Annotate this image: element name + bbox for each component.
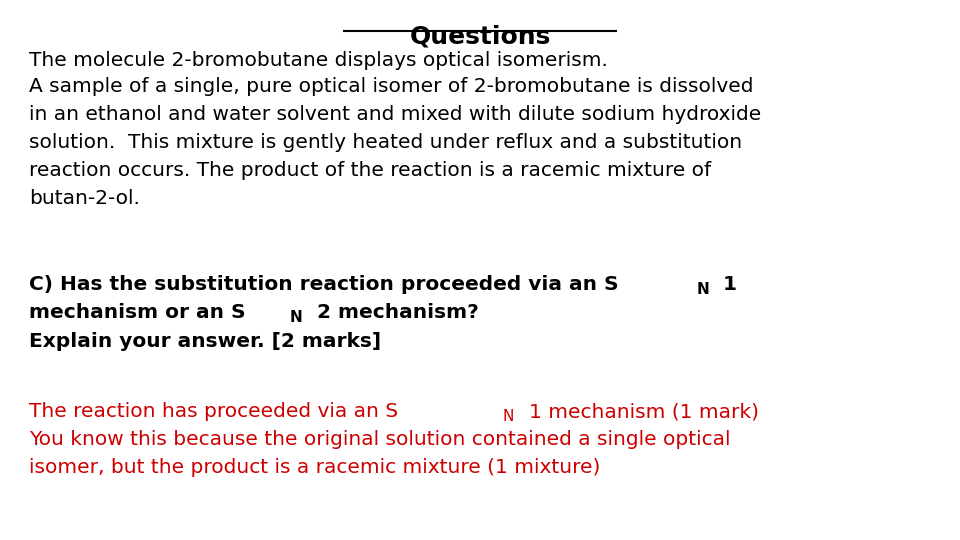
Text: N: N [290,310,302,326]
Text: 1 mechanism (1 mark): 1 mechanism (1 mark) [529,402,759,421]
Text: N: N [502,409,514,424]
Text: The molecule 2-bromobutane displays optical isomerism.: The molecule 2-bromobutane displays opti… [29,51,608,70]
Text: Questions: Questions [409,24,551,48]
Text: in an ethanol and water solvent and mixed with dilute sodium hydroxide: in an ethanol and water solvent and mixe… [29,105,761,124]
Text: You know this because the original solution contained a single optical: You know this because the original solut… [29,430,731,449]
Text: N: N [697,282,709,298]
Text: C) Has the substitution reaction proceeded via an S: C) Has the substitution reaction proceed… [29,275,618,294]
Text: Explain your answer. [2 marks]: Explain your answer. [2 marks] [29,332,381,350]
Text: isomer, but the product is a racemic mixture (1 mixture): isomer, but the product is a racemic mix… [29,458,600,477]
Text: The reaction has proceeded via an S: The reaction has proceeded via an S [29,402,398,421]
Text: 1: 1 [723,275,737,294]
Text: butan-2-ol.: butan-2-ol. [29,189,139,208]
Text: 2 mechanism?: 2 mechanism? [317,303,478,322]
Text: solution.  This mixture is gently heated under reflux and a substitution: solution. This mixture is gently heated … [29,133,742,152]
Text: reaction occurs. The product of the reaction is a racemic mixture of: reaction occurs. The product of the reac… [29,161,711,180]
Text: mechanism or an S: mechanism or an S [29,303,246,322]
Text: A sample of a single, pure optical isomer of 2-bromobutane is dissolved: A sample of a single, pure optical isome… [29,77,754,96]
